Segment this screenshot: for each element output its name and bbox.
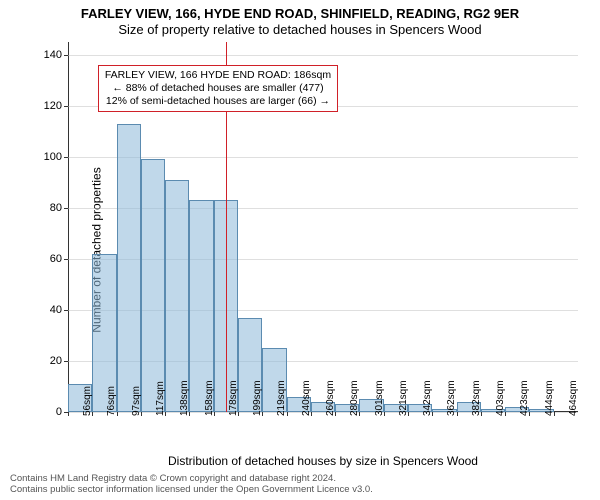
xtick-mark bbox=[214, 412, 215, 416]
xtick-mark bbox=[554, 412, 555, 416]
ytick-mark bbox=[64, 208, 68, 209]
ytick-label: 140 bbox=[44, 49, 62, 61]
xtick-mark bbox=[481, 412, 482, 416]
xtick-mark bbox=[384, 412, 385, 416]
chart-title-sub: Size of property relative to detached ho… bbox=[0, 22, 600, 37]
xtick-mark bbox=[408, 412, 409, 416]
xtick-mark bbox=[141, 412, 142, 416]
bar bbox=[141, 159, 165, 412]
annotation-line-1: FARLEY VIEW, 166 HYDE END ROAD: 186sqm bbox=[105, 69, 331, 82]
footer-attribution: Contains HM Land Registry data © Crown c… bbox=[10, 474, 590, 496]
xtick-mark bbox=[457, 412, 458, 416]
xtick-mark bbox=[335, 412, 336, 416]
annotation-line-3: 12% of semi-detached houses are larger (… bbox=[105, 95, 331, 108]
ytick-mark bbox=[64, 106, 68, 107]
xtick-mark bbox=[505, 412, 506, 416]
annotation-line-2: ← 88% of detached houses are smaller (47… bbox=[105, 82, 331, 95]
ytick-label: 40 bbox=[50, 304, 62, 316]
ytick-mark bbox=[64, 157, 68, 158]
chart-title-main: FARLEY VIEW, 166, HYDE END ROAD, SHINFIE… bbox=[0, 6, 600, 21]
xtick-mark bbox=[529, 412, 530, 416]
xtick-mark bbox=[262, 412, 263, 416]
ytick-mark bbox=[64, 55, 68, 56]
xtick-mark bbox=[238, 412, 239, 416]
ytick-label: 120 bbox=[44, 100, 62, 112]
annotation-box: FARLEY VIEW, 166 HYDE END ROAD: 186sqm← … bbox=[98, 65, 338, 112]
ytick-mark bbox=[64, 361, 68, 362]
gridline bbox=[68, 55, 578, 56]
xtick-label: 464sqm bbox=[568, 380, 579, 416]
xtick-mark bbox=[311, 412, 312, 416]
gridline bbox=[68, 157, 578, 158]
y-axis-line bbox=[68, 42, 69, 412]
ytick-label: 100 bbox=[44, 151, 62, 163]
xtick-mark bbox=[287, 412, 288, 416]
ytick-label: 20 bbox=[50, 355, 62, 367]
chart-container: FARLEY VIEW, 166, HYDE END ROAD, SHINFIE… bbox=[0, 0, 600, 500]
xtick-mark bbox=[359, 412, 360, 416]
xtick-mark bbox=[68, 412, 69, 416]
xtick-label: 444sqm bbox=[544, 380, 555, 416]
x-axis-label: Distribution of detached houses by size … bbox=[68, 454, 578, 468]
plot-area: 02040608010012014056sqm76sqm97sqm117sqm1… bbox=[68, 42, 578, 412]
ytick-label: 80 bbox=[50, 202, 62, 214]
footer-line-2: Contains public sector information licen… bbox=[10, 485, 590, 496]
xtick-mark bbox=[189, 412, 190, 416]
ytick-label: 60 bbox=[50, 253, 62, 265]
bar bbox=[165, 180, 189, 412]
xtick-mark bbox=[165, 412, 166, 416]
ytick-mark bbox=[64, 310, 68, 311]
xtick-mark bbox=[92, 412, 93, 416]
ytick-label: 0 bbox=[56, 406, 62, 418]
ytick-mark bbox=[64, 259, 68, 260]
xtick-mark bbox=[432, 412, 433, 416]
xtick-mark bbox=[117, 412, 118, 416]
bar bbox=[117, 124, 141, 412]
